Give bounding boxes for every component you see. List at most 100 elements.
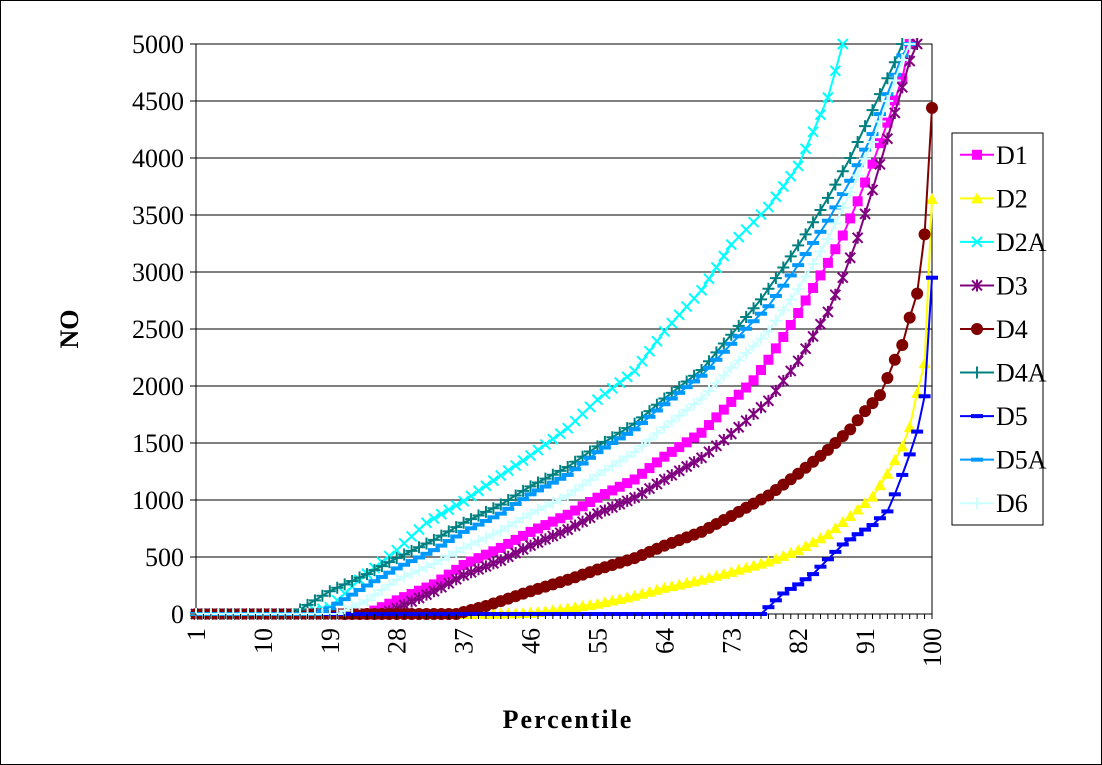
series-d6-point	[859, 152, 872, 165]
series-d1-point	[822, 257, 833, 268]
series-d6-point	[554, 493, 567, 506]
series-d6-point	[427, 557, 440, 570]
series-d2-point	[777, 549, 790, 561]
series-d4a-point	[465, 513, 478, 526]
series-d5a-point	[479, 518, 492, 523]
series-d5a-point	[844, 178, 857, 183]
x-tick-label: 55	[583, 628, 612, 654]
series-d4a-point	[435, 529, 448, 542]
series-d5a-point	[755, 311, 768, 316]
series-d5a-point	[732, 334, 745, 339]
series-d6-point	[502, 520, 515, 533]
series-d1-point	[785, 320, 796, 331]
series-d2	[190, 193, 938, 619]
series-d5a-point	[702, 365, 715, 370]
x-tick-label: 82	[784, 628, 813, 654]
series-d1-point	[808, 282, 819, 293]
series-d2a-point	[628, 365, 641, 377]
series-d5a-point	[531, 488, 544, 493]
series-d6-point	[621, 450, 634, 463]
series-d1-point	[741, 382, 752, 393]
series-d4-point	[866, 397, 879, 410]
series-d4a-point	[338, 578, 351, 591]
series-d6-point	[591, 468, 604, 481]
series-d5a-point	[561, 472, 574, 477]
series-d5a-point	[569, 467, 582, 472]
series-d1-point	[525, 526, 536, 537]
series-d4a-point	[740, 311, 753, 324]
series-d3-point	[465, 566, 477, 579]
series-d4a-point	[346, 574, 359, 587]
series-d5a-point	[427, 548, 440, 553]
series-d6-point	[866, 136, 879, 149]
series-d5a-point	[643, 414, 656, 419]
series-d3-point	[435, 581, 448, 594]
x-tick-label: 10	[249, 628, 278, 654]
series-d6-point	[479, 531, 492, 544]
series-d3-point	[428, 585, 440, 598]
y-tick-label: 500	[145, 543, 184, 572]
series-d5-point	[799, 577, 812, 582]
series-d5a-point	[762, 304, 775, 309]
legend-label: D3	[996, 271, 1028, 300]
series-d3-point	[680, 460, 693, 473]
legend-swatch-marker	[971, 323, 983, 335]
series-d5a-point	[628, 427, 641, 432]
series-d5-point	[784, 586, 797, 591]
series-d5a-point	[383, 570, 396, 575]
series-d6-point	[561, 489, 574, 502]
series-d4a-point	[331, 581, 344, 594]
series-d3-point	[710, 439, 723, 452]
series-d5a-point	[710, 357, 723, 362]
legend-swatch-marker	[971, 497, 983, 510]
series-d4a-point	[755, 293, 768, 306]
series-d6-point	[398, 570, 411, 583]
series-d6-point	[844, 186, 857, 199]
series-d5a-point	[613, 436, 626, 441]
series-d1-point	[637, 468, 648, 479]
series-d2-point	[814, 532, 827, 544]
series-d1-point	[421, 582, 432, 593]
series-d3-point	[859, 207, 871, 220]
series-d5a-point	[836, 192, 849, 197]
series-d6-point	[702, 384, 715, 397]
series-d4-point	[918, 228, 931, 241]
series-d4a-point	[450, 521, 463, 534]
legend-item: D1	[960, 141, 1028, 170]
series-d4a-point	[799, 228, 812, 241]
series-d3-point	[785, 364, 797, 377]
series-d2-point	[769, 552, 782, 564]
series-d5-point	[821, 557, 834, 562]
legend-swatch-marker	[971, 192, 983, 204]
series-d1-point	[674, 442, 685, 453]
x-tick-label: 19	[316, 628, 345, 654]
x-axis-title: Percentile	[503, 705, 634, 734]
series-d4a-point	[546, 468, 559, 481]
x-tick-label: 73	[717, 628, 746, 654]
series-d6-point	[598, 464, 611, 477]
series-d4a-point	[769, 272, 782, 285]
series-d5a-point	[360, 583, 373, 588]
series-d4a-point	[814, 204, 827, 217]
series-d3-point	[591, 507, 604, 520]
series-d5-point	[888, 492, 901, 497]
series-d6-point	[531, 504, 544, 517]
series-d3-point	[614, 498, 626, 511]
series-d1-point	[532, 523, 543, 534]
series-d6-point	[777, 304, 790, 317]
series-d6-point	[636, 439, 649, 452]
series-d2a-point	[547, 433, 559, 445]
series-d1-point	[651, 457, 662, 468]
series-d5a-point	[331, 601, 344, 606]
series-d5a-point	[554, 476, 567, 481]
series-d5a-point	[725, 341, 738, 346]
series-d1-point	[882, 117, 893, 128]
series-d4a-point	[531, 476, 544, 489]
series-d5a-point	[420, 551, 433, 556]
y-tick-label: 3000	[132, 258, 184, 287]
series-d5a-point	[546, 480, 559, 485]
series-d5a-point	[413, 555, 426, 560]
series-d3-point	[606, 501, 619, 514]
series-d1-point	[659, 451, 670, 462]
series-d4a-point	[509, 489, 522, 502]
